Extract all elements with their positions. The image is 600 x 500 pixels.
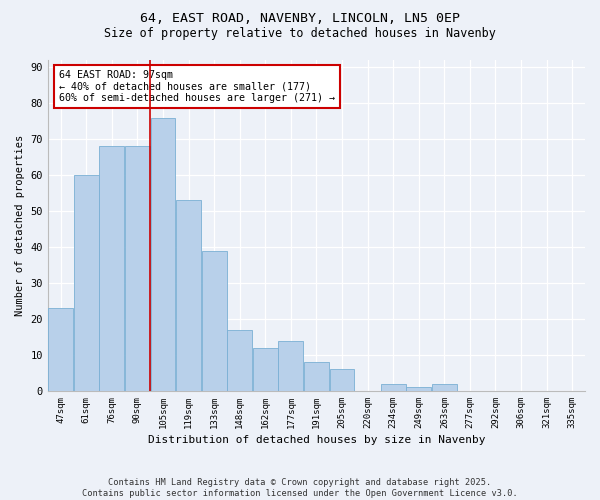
Text: 64 EAST ROAD: 97sqm
← 40% of detached houses are smaller (177)
60% of semi-detac: 64 EAST ROAD: 97sqm ← 40% of detached ho… <box>59 70 335 103</box>
Text: 64, EAST ROAD, NAVENBY, LINCOLN, LN5 0EP: 64, EAST ROAD, NAVENBY, LINCOLN, LN5 0EP <box>140 12 460 26</box>
Y-axis label: Number of detached properties: Number of detached properties <box>15 135 25 316</box>
Bar <box>253 348 278 391</box>
Bar <box>151 118 175 391</box>
Bar <box>176 200 201 391</box>
Text: Size of property relative to detached houses in Navenby: Size of property relative to detached ho… <box>104 28 496 40</box>
Bar <box>100 146 124 391</box>
Bar <box>406 388 431 391</box>
Bar <box>49 308 73 391</box>
Bar <box>432 384 457 391</box>
X-axis label: Distribution of detached houses by size in Navenby: Distribution of detached houses by size … <box>148 435 485 445</box>
Bar <box>74 175 98 391</box>
Bar <box>381 384 406 391</box>
Bar <box>202 250 227 391</box>
Bar <box>125 146 150 391</box>
Bar <box>329 370 355 391</box>
Text: Contains HM Land Registry data © Crown copyright and database right 2025.
Contai: Contains HM Land Registry data © Crown c… <box>82 478 518 498</box>
Bar <box>278 340 303 391</box>
Bar <box>304 362 329 391</box>
Bar <box>227 330 252 391</box>
